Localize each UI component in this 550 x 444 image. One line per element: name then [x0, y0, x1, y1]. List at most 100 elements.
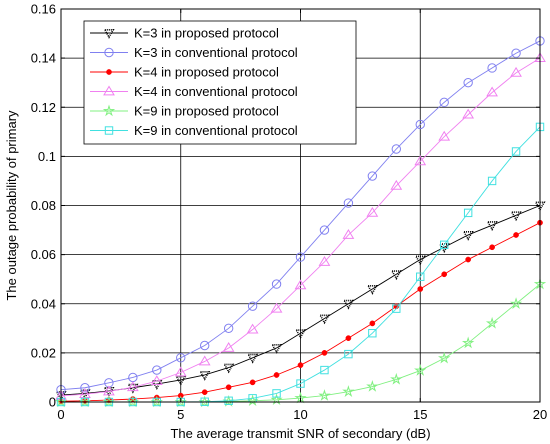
data-point — [438, 130, 451, 141]
data-point — [439, 97, 449, 108]
x-tick-label: 20 — [533, 407, 547, 422]
data-point — [366, 285, 378, 295]
data-point — [318, 256, 331, 266]
data-point — [321, 350, 328, 356]
data-point — [272, 389, 281, 398]
y-tick-label: 0.06 — [31, 247, 56, 262]
legend-marker — [104, 126, 114, 135]
legend-label: K=3 in conventional protocol — [134, 45, 298, 60]
legend-entry: K=4 in conventional protocol — [90, 84, 298, 99]
data-point — [463, 208, 473, 218]
data-point — [103, 385, 115, 396]
legend-marker — [102, 104, 116, 117]
data-point — [343, 198, 354, 208]
data-point — [273, 372, 280, 378]
data-point — [441, 271, 448, 278]
series-line — [60, 40, 541, 391]
data-point — [390, 270, 402, 281]
data-point — [80, 383, 90, 393]
data-point — [369, 320, 376, 327]
legend-label: K=9 in conventional protocol — [134, 123, 298, 138]
data-point — [294, 329, 307, 340]
series-2 — [56, 36, 545, 395]
data-point — [319, 225, 330, 235]
data-point — [461, 336, 475, 349]
series-line — [60, 205, 541, 396]
data-point — [368, 329, 377, 338]
data-point — [440, 240, 449, 250]
y-tick-label: 0.14 — [31, 51, 56, 66]
data-point — [223, 363, 235, 374]
data-point — [200, 340, 210, 351]
data-point — [487, 176, 497, 186]
legend-entry: K=9 in proposed protocol — [90, 104, 279, 119]
data-point — [270, 302, 283, 313]
legend-label: K=9 in proposed protocol — [134, 104, 279, 119]
series-3 — [58, 219, 543, 405]
legend-entry: K=4 in proposed protocol — [90, 65, 279, 80]
y-tick-label: 0.16 — [31, 2, 56, 17]
data-point — [152, 365, 162, 375]
y-tick-label: 0.1 — [38, 149, 56, 164]
data-point — [294, 279, 307, 290]
data-point — [318, 314, 331, 325]
legend-box — [83, 20, 357, 145]
legend-entry: K=9 in conventional protocol — [90, 123, 298, 138]
data-point — [176, 353, 186, 363]
data-point — [201, 389, 208, 396]
data-point — [367, 171, 378, 181]
data-point — [489, 244, 495, 251]
data-point — [414, 364, 427, 376]
data-point — [270, 343, 283, 354]
data-point — [246, 323, 259, 334]
data-point — [366, 380, 379, 392]
data-point — [511, 48, 521, 58]
x-tick-label: 5 — [177, 407, 184, 422]
data-point — [247, 353, 259, 364]
y-axis-label: The outage probability of primary — [4, 110, 19, 301]
data-point — [392, 304, 401, 313]
x-tick-label: 0 — [57, 407, 64, 422]
data-point — [438, 351, 451, 364]
data-point — [486, 86, 498, 97]
legend-entry: K=3 in proposed protocol — [90, 26, 279, 41]
data-point — [342, 228, 355, 239]
data-point — [222, 341, 235, 352]
legend-label: K=4 in proposed protocol — [134, 65, 279, 80]
data-point — [416, 272, 425, 281]
data-point — [390, 179, 403, 190]
legend-label: K=4 in conventional protocol — [134, 84, 298, 99]
data-point — [175, 375, 187, 386]
y-tick-label: 0.08 — [31, 198, 56, 213]
data-point — [345, 335, 352, 341]
x-tick-label: 15 — [413, 407, 427, 422]
legend-label: K=3 in proposed protocol — [134, 26, 279, 41]
data-point — [225, 384, 232, 391]
data-point — [391, 144, 401, 154]
legend-marker — [106, 69, 112, 75]
series-1 — [55, 201, 546, 401]
data-point — [465, 256, 471, 263]
data-point — [510, 66, 522, 77]
data-point — [509, 297, 523, 310]
data-point — [296, 379, 305, 388]
data-point — [463, 77, 473, 88]
y-tick-label: 0.12 — [31, 100, 56, 115]
data-point — [249, 379, 256, 386]
data-point — [223, 323, 234, 334]
x-tick-label: 10 — [293, 407, 307, 422]
legend-marker — [103, 28, 115, 39]
series-line — [60, 57, 541, 397]
data-point — [462, 230, 474, 241]
data-point — [199, 370, 211, 381]
data-point — [174, 366, 187, 377]
data-point — [344, 349, 353, 359]
y-tick-label: 0.02 — [31, 345, 56, 360]
ticks: 0 5 10 15 20 0 0.02 0.04 0.06 0.08 0.1 0.12 0.14 0.16 — [31, 2, 548, 423]
y-tick-label: 0 — [49, 395, 56, 410]
data-point — [342, 299, 354, 310]
data-point — [297, 362, 304, 369]
data-point — [414, 155, 427, 166]
x-axis-label: The average transmit SNR of secondary (d… — [170, 426, 430, 441]
